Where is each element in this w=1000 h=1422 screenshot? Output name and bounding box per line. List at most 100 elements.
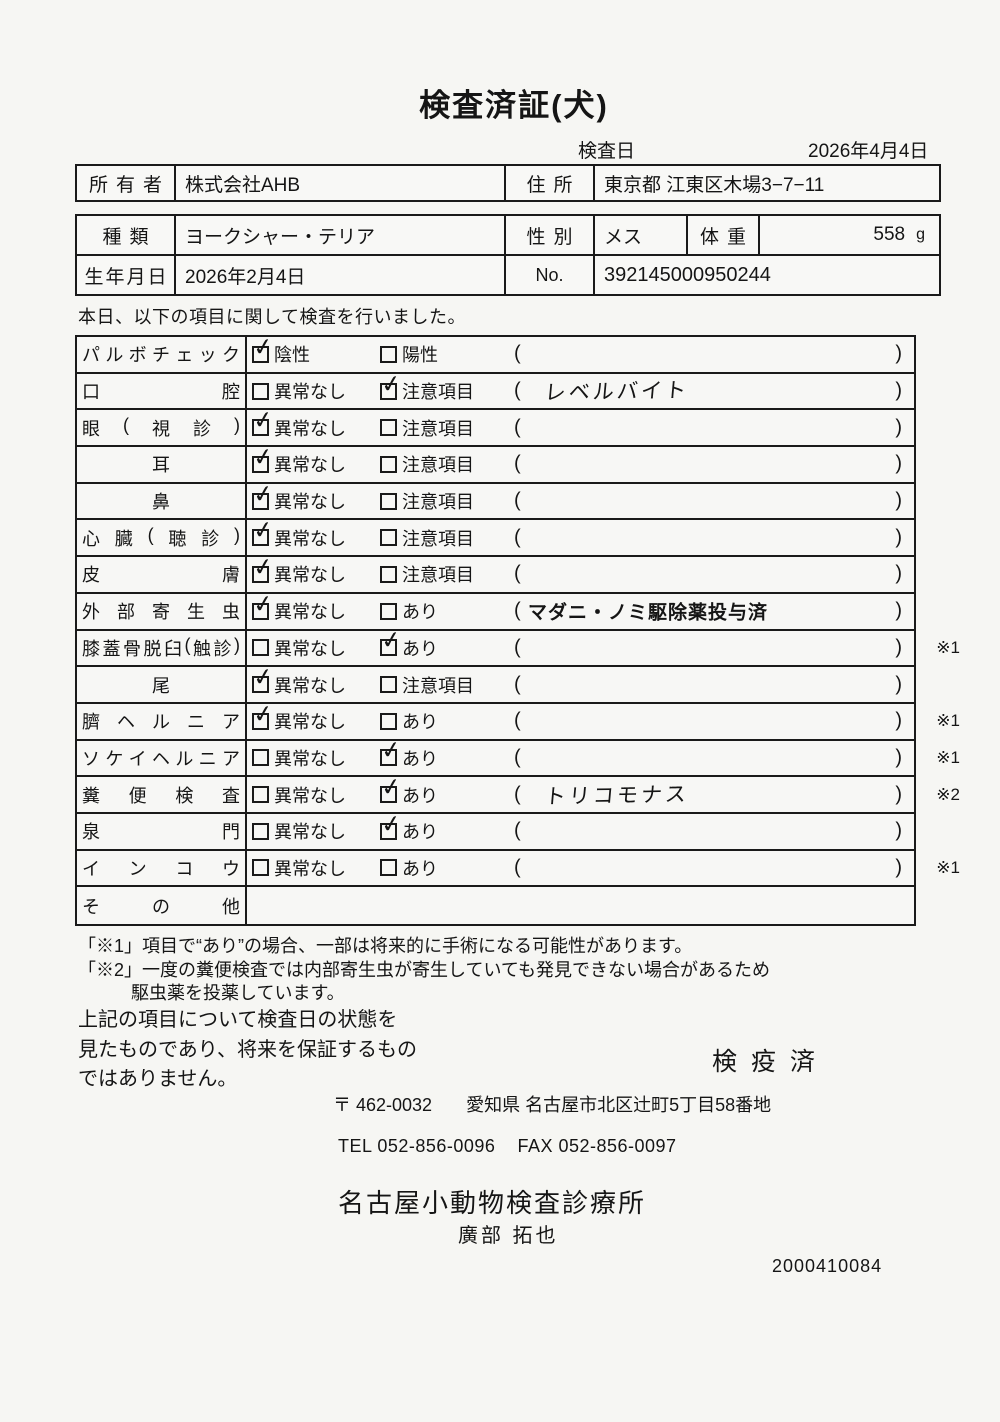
clinic-name: 名古屋小動物検査診療所 xyxy=(338,1188,647,1218)
owner-table: 所有者 株式会社AHB 住所 東京都 江東区木場3−7−11 xyxy=(75,164,941,202)
footnote-ref: ※2 xyxy=(936,784,960,804)
check-mark: ✓ xyxy=(251,404,275,436)
option-present: あり xyxy=(380,594,438,629)
footnote-1: 「※1」項目で“あり”の場合、一部は将来的に手術になる可能性があります。 xyxy=(78,936,693,956)
check-mark: ✓ xyxy=(251,551,275,583)
weight-unit: g xyxy=(916,226,925,243)
checklist-row-ectoparasites: 外部寄生虫 ✓ 異常なし あり ( マダニ・ノミ駆除薬投与済 ) xyxy=(77,588,914,631)
check-mark: ✓ xyxy=(379,625,403,656)
paren-open: ( xyxy=(514,636,521,659)
checkbox-icon: ✓ xyxy=(251,442,275,473)
checkbox-icon: ✓ xyxy=(251,478,275,510)
checkbox-icon xyxy=(380,345,397,363)
footnote-ref: ※1 xyxy=(936,711,960,731)
inspection-date-label: 検査日 xyxy=(578,141,636,162)
other-empty-cell xyxy=(247,887,914,924)
checkbox-icon xyxy=(380,492,397,510)
row-label: ソケイヘルニア xyxy=(77,740,247,776)
paren-open: ( xyxy=(514,526,521,549)
weight-value: 558 g xyxy=(760,216,939,254)
paren-close: ) xyxy=(895,819,902,842)
footnote-ref: ※1 xyxy=(936,857,960,877)
checklist-row-umbilical-hernia: 臍ヘルニア ✓ 異常なし あり ( ) ※1 xyxy=(77,698,960,741)
check-mark: ✓ xyxy=(251,661,275,693)
checkbox-icon xyxy=(252,382,269,400)
row-label: 膝蓋骨脱臼(触診) xyxy=(77,630,247,666)
option-present: ✓ あり xyxy=(379,735,438,769)
handwritten-note: レベルバイト xyxy=(543,379,690,405)
treatment-note: マダニ・ノミ駆除薬投与済 xyxy=(528,602,769,624)
disclaimer-text: 上記の項目について検査日の状態を 見たものであり、将来を保証するもの ではありま… xyxy=(78,1009,417,1090)
checklist-row-patella: 膝蓋骨脱臼(触診) 異常なし ✓ あり ( ) ※1 xyxy=(77,625,960,668)
checkbox-icon xyxy=(380,529,397,547)
checkbox-icon xyxy=(252,859,269,877)
checklist-row-tail: 尾 ✓ 異常なし 注意項目 ( ) xyxy=(77,662,914,704)
animal-info-table: 種類 ヨークシャー・テリア 性別 メス 体重 558 g 生年月日 2026年2… xyxy=(75,214,941,296)
paren-close: ) xyxy=(895,746,902,769)
option-no-abnormality: ✓ 異常なし xyxy=(251,551,346,586)
checklist-row-ears: 耳 ✓ 異常なし 注意項目 ( ) xyxy=(77,441,914,484)
paren-open: ( xyxy=(514,673,521,696)
option-present: あり xyxy=(380,851,438,886)
checkbox-icon xyxy=(252,749,269,767)
birthdate-label: 生年月日 xyxy=(77,256,176,294)
owner-label: 所有者 xyxy=(77,166,176,200)
checklist-row-other: その他 xyxy=(77,887,914,924)
checklist-row-skin: 皮膚 ✓ 異常なし 注意項目 ( ) xyxy=(77,551,914,594)
number-label: No. xyxy=(506,256,595,294)
paren-open: ( xyxy=(514,562,521,585)
number-value: 392145000950244 xyxy=(604,263,771,286)
check-mark: ✓ xyxy=(251,441,275,473)
paren-open: ( xyxy=(514,489,521,512)
checklist-row-heart: 心臓(聴診) ✓ 異常なし 注意項目 ( ) xyxy=(77,515,914,558)
option-negative: ✓ 陰性 xyxy=(251,331,310,366)
paren-open: ( xyxy=(514,783,521,806)
option-caution: 注意項目 xyxy=(380,520,474,555)
row-label: 尾 xyxy=(77,667,247,702)
checkbox-icon: ✓ xyxy=(251,698,275,730)
checkbox-icon: ✓ xyxy=(251,662,275,694)
checklist-row-mouth: 口腔 異常なし ✓ 注意項目 ( レベルバイト ) xyxy=(77,368,914,411)
footnote-2: 「※2」一度の糞便検査では内部寄生虫が寄生していても発見できない場合があるため … xyxy=(78,960,771,1003)
checklist-row-fecal-exam: 糞便検査 異常なし ✓ あり ( トリコモナス ) ※2 xyxy=(77,771,960,814)
option-no-abnormality: ✓ 異常なし xyxy=(251,588,346,623)
check-mark: ✓ xyxy=(379,735,403,766)
checkbox-icon: ✓ xyxy=(251,515,275,547)
option-no-abnormality: 異常なし xyxy=(252,374,346,409)
serial-number: 2000410084 xyxy=(772,1256,883,1276)
option-caution: 注意項目 xyxy=(380,410,474,445)
checkbox-icon xyxy=(380,602,397,620)
option-no-abnormality: ✓ 異常なし xyxy=(251,698,346,733)
paren-close: ) xyxy=(895,562,902,585)
check-mark: ✓ xyxy=(251,588,275,619)
paren-open: ( xyxy=(514,379,521,402)
checkbox-icon xyxy=(380,565,397,583)
clinic-postal-address: 〒 462-0032 愛知県 名古屋市北区辻町5丁目58番地 xyxy=(333,1091,771,1117)
checkbox-icon xyxy=(252,822,269,840)
row-label: 眼(視診) xyxy=(77,410,247,446)
checkbox-icon xyxy=(380,419,397,437)
paren-open: ( xyxy=(514,856,521,879)
checkbox-icon: ✓ xyxy=(379,625,403,657)
intro-text: 本日、以下の項目に関して検査を行いました。 xyxy=(78,307,466,327)
paren-close: ) xyxy=(895,783,902,806)
check-mark: ✓ xyxy=(379,771,403,803)
checkbox-icon: ✓ xyxy=(251,552,275,583)
checkbox-icon: ✓ xyxy=(379,735,403,767)
checkbox-icon xyxy=(380,712,397,730)
check-mark: ✓ xyxy=(251,331,275,363)
paren-close: ) xyxy=(895,526,902,549)
paren-close: ) xyxy=(895,379,902,402)
option-no-abnormality: ✓ 異常なし xyxy=(251,441,346,476)
clinic-tel: TEL 052-856-0096 xyxy=(338,1136,496,1156)
option-no-abnormality: ✓ 異常なし xyxy=(251,515,346,549)
option-no-abnormality: 異常なし xyxy=(252,741,346,776)
checkbox-icon: ✓ xyxy=(379,809,403,840)
row-label: 外部寄生虫 xyxy=(77,593,247,629)
checklist-row-nose: 鼻 ✓ 異常なし 注意項目 ( ) xyxy=(77,478,914,521)
check-mark: ✓ xyxy=(251,698,275,729)
checklist-row-fontanelle: 泉門 異常なし ✓ あり ( ) xyxy=(77,809,914,851)
paren-close: ) xyxy=(895,636,902,659)
clinic-address: 愛知県 名古屋市北区辻町5丁目58番地 xyxy=(466,1095,772,1115)
check-mark: ✓ xyxy=(379,368,403,399)
